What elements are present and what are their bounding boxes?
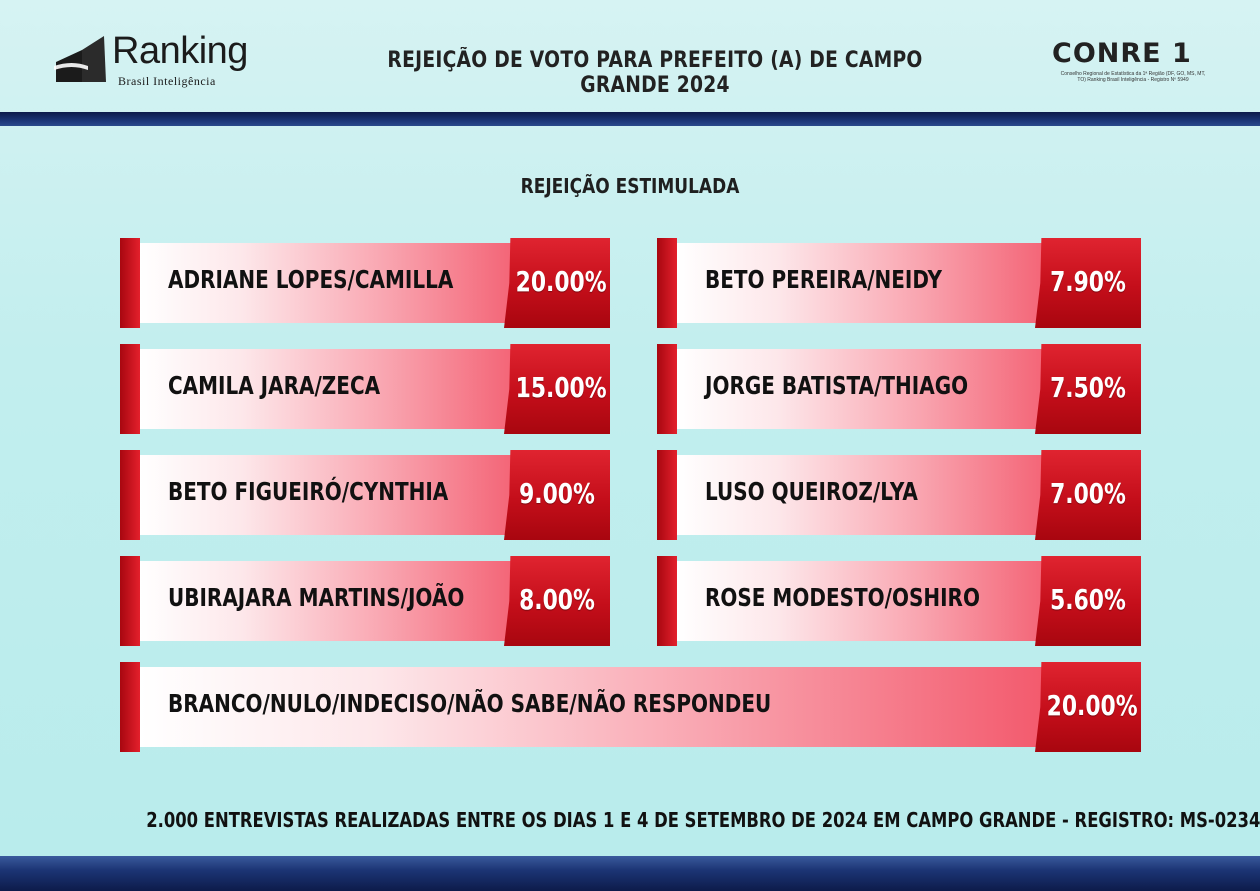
value-label: 7.50% xyxy=(1050,371,1126,404)
value-box xyxy=(504,238,610,328)
bar-row: CAMILA JARA/ZECA 15.00% xyxy=(120,344,610,434)
value-box xyxy=(504,450,610,540)
category-label: ADRIANE LOPES/CAMILLA xyxy=(168,265,454,294)
value-box xyxy=(504,344,610,434)
bar-mark xyxy=(140,349,550,429)
bar-tab xyxy=(120,556,140,646)
category-label: CAMILA JARA/ZECA xyxy=(168,371,381,400)
bar-row: BETO FIGUEIRÓ/CYNTHIA 9.00% xyxy=(120,450,610,540)
category-label: JORGE BATISTA/THIAGO xyxy=(705,371,969,400)
value-box xyxy=(1035,344,1141,434)
category-label: UBIRAJARA MARTINS/JOÃO xyxy=(168,583,465,612)
bar-mark xyxy=(140,243,550,323)
bar-mark xyxy=(677,561,1081,641)
value-box xyxy=(1035,662,1141,752)
value-label: 5.60% xyxy=(1050,583,1126,616)
bar-mark xyxy=(140,455,550,535)
bar-tab xyxy=(657,344,677,434)
conre-fine-print: Conselho Regional de Estatística da 1ª R… xyxy=(1060,71,1206,83)
bar-tab xyxy=(120,344,140,434)
bar-mark xyxy=(677,349,1081,429)
ranking-logo-icon xyxy=(54,36,106,82)
bar-mark xyxy=(140,561,550,641)
value-label: 9.00% xyxy=(519,477,595,510)
page-title: REJEIÇÃO DE VOTO PARA PREFEITO (A) DE CA… xyxy=(387,48,923,98)
bar-tab xyxy=(657,238,677,328)
value-box xyxy=(504,556,610,646)
value-box xyxy=(1035,238,1141,328)
conre-logo: CONRE 1 Conselho Regional de Estatística… xyxy=(1052,38,1212,98)
bottom-divider-bar xyxy=(0,856,1260,891)
top-divider-bar xyxy=(0,112,1260,126)
bar-mark xyxy=(140,667,1081,747)
bar-tab xyxy=(657,450,677,540)
conre-name: CONRE 1 xyxy=(1052,38,1192,69)
value-label: 15.00% xyxy=(515,371,607,404)
bar-row: BETO PEREIRA/NEIDY 7.90% xyxy=(657,238,1141,328)
bar-tab xyxy=(120,662,140,752)
bar-tab xyxy=(657,556,677,646)
brand-name: Ranking xyxy=(112,30,248,72)
bar-row: LUSO QUEIROZ/LYA 7.00% xyxy=(657,450,1141,540)
value-box xyxy=(1035,556,1141,646)
bar-row: ADRIANE LOPES/CAMILLA 20.00% xyxy=(120,238,610,328)
bar-row: UBIRAJARA MARTINS/JOÃO 8.00% xyxy=(120,556,610,646)
bar-row: JORGE BATISTA/THIAGO 7.50% xyxy=(657,344,1141,434)
bar-row: BRANCO/NULO/INDECISO/NÃO SABE/NÃO RESPON… xyxy=(120,662,1141,752)
value-label: 20.00% xyxy=(1046,689,1138,722)
chart-subtitle: REJEIÇÃO ESTIMULADA xyxy=(520,174,740,198)
bar-mark xyxy=(677,243,1081,323)
header: Ranking Brasil Inteligência REJEIÇÃO DE … xyxy=(0,0,1260,112)
category-label: BETO PEREIRA/NEIDY xyxy=(705,265,942,294)
bar-row: ROSE MODESTO/OSHIRO 5.60% xyxy=(657,556,1141,646)
brand-subtitle: Brasil Inteligência xyxy=(118,74,216,88)
category-label: ROSE MODESTO/OSHIRO xyxy=(705,583,980,612)
ranking-logo: Ranking Brasil Inteligência xyxy=(52,30,262,92)
bar-tab xyxy=(120,238,140,328)
value-label: 7.00% xyxy=(1050,477,1126,510)
value-label: 8.00% xyxy=(519,583,595,616)
value-box xyxy=(1035,450,1141,540)
bar-mark xyxy=(677,455,1081,535)
category-label: BETO FIGUEIRÓ/CYNTHIA xyxy=(168,477,449,506)
value-label: 7.90% xyxy=(1050,265,1126,298)
bar-tab xyxy=(120,450,140,540)
value-label: 20.00% xyxy=(515,265,607,298)
survey-footnote: 2.000 ENTREVISTAS REALIZADAS ENTRE OS DI… xyxy=(146,808,1260,832)
category-label: BRANCO/NULO/INDECISO/NÃO SABE/NÃO RESPON… xyxy=(168,689,772,718)
category-label: LUSO QUEIROZ/LYA xyxy=(705,477,918,506)
